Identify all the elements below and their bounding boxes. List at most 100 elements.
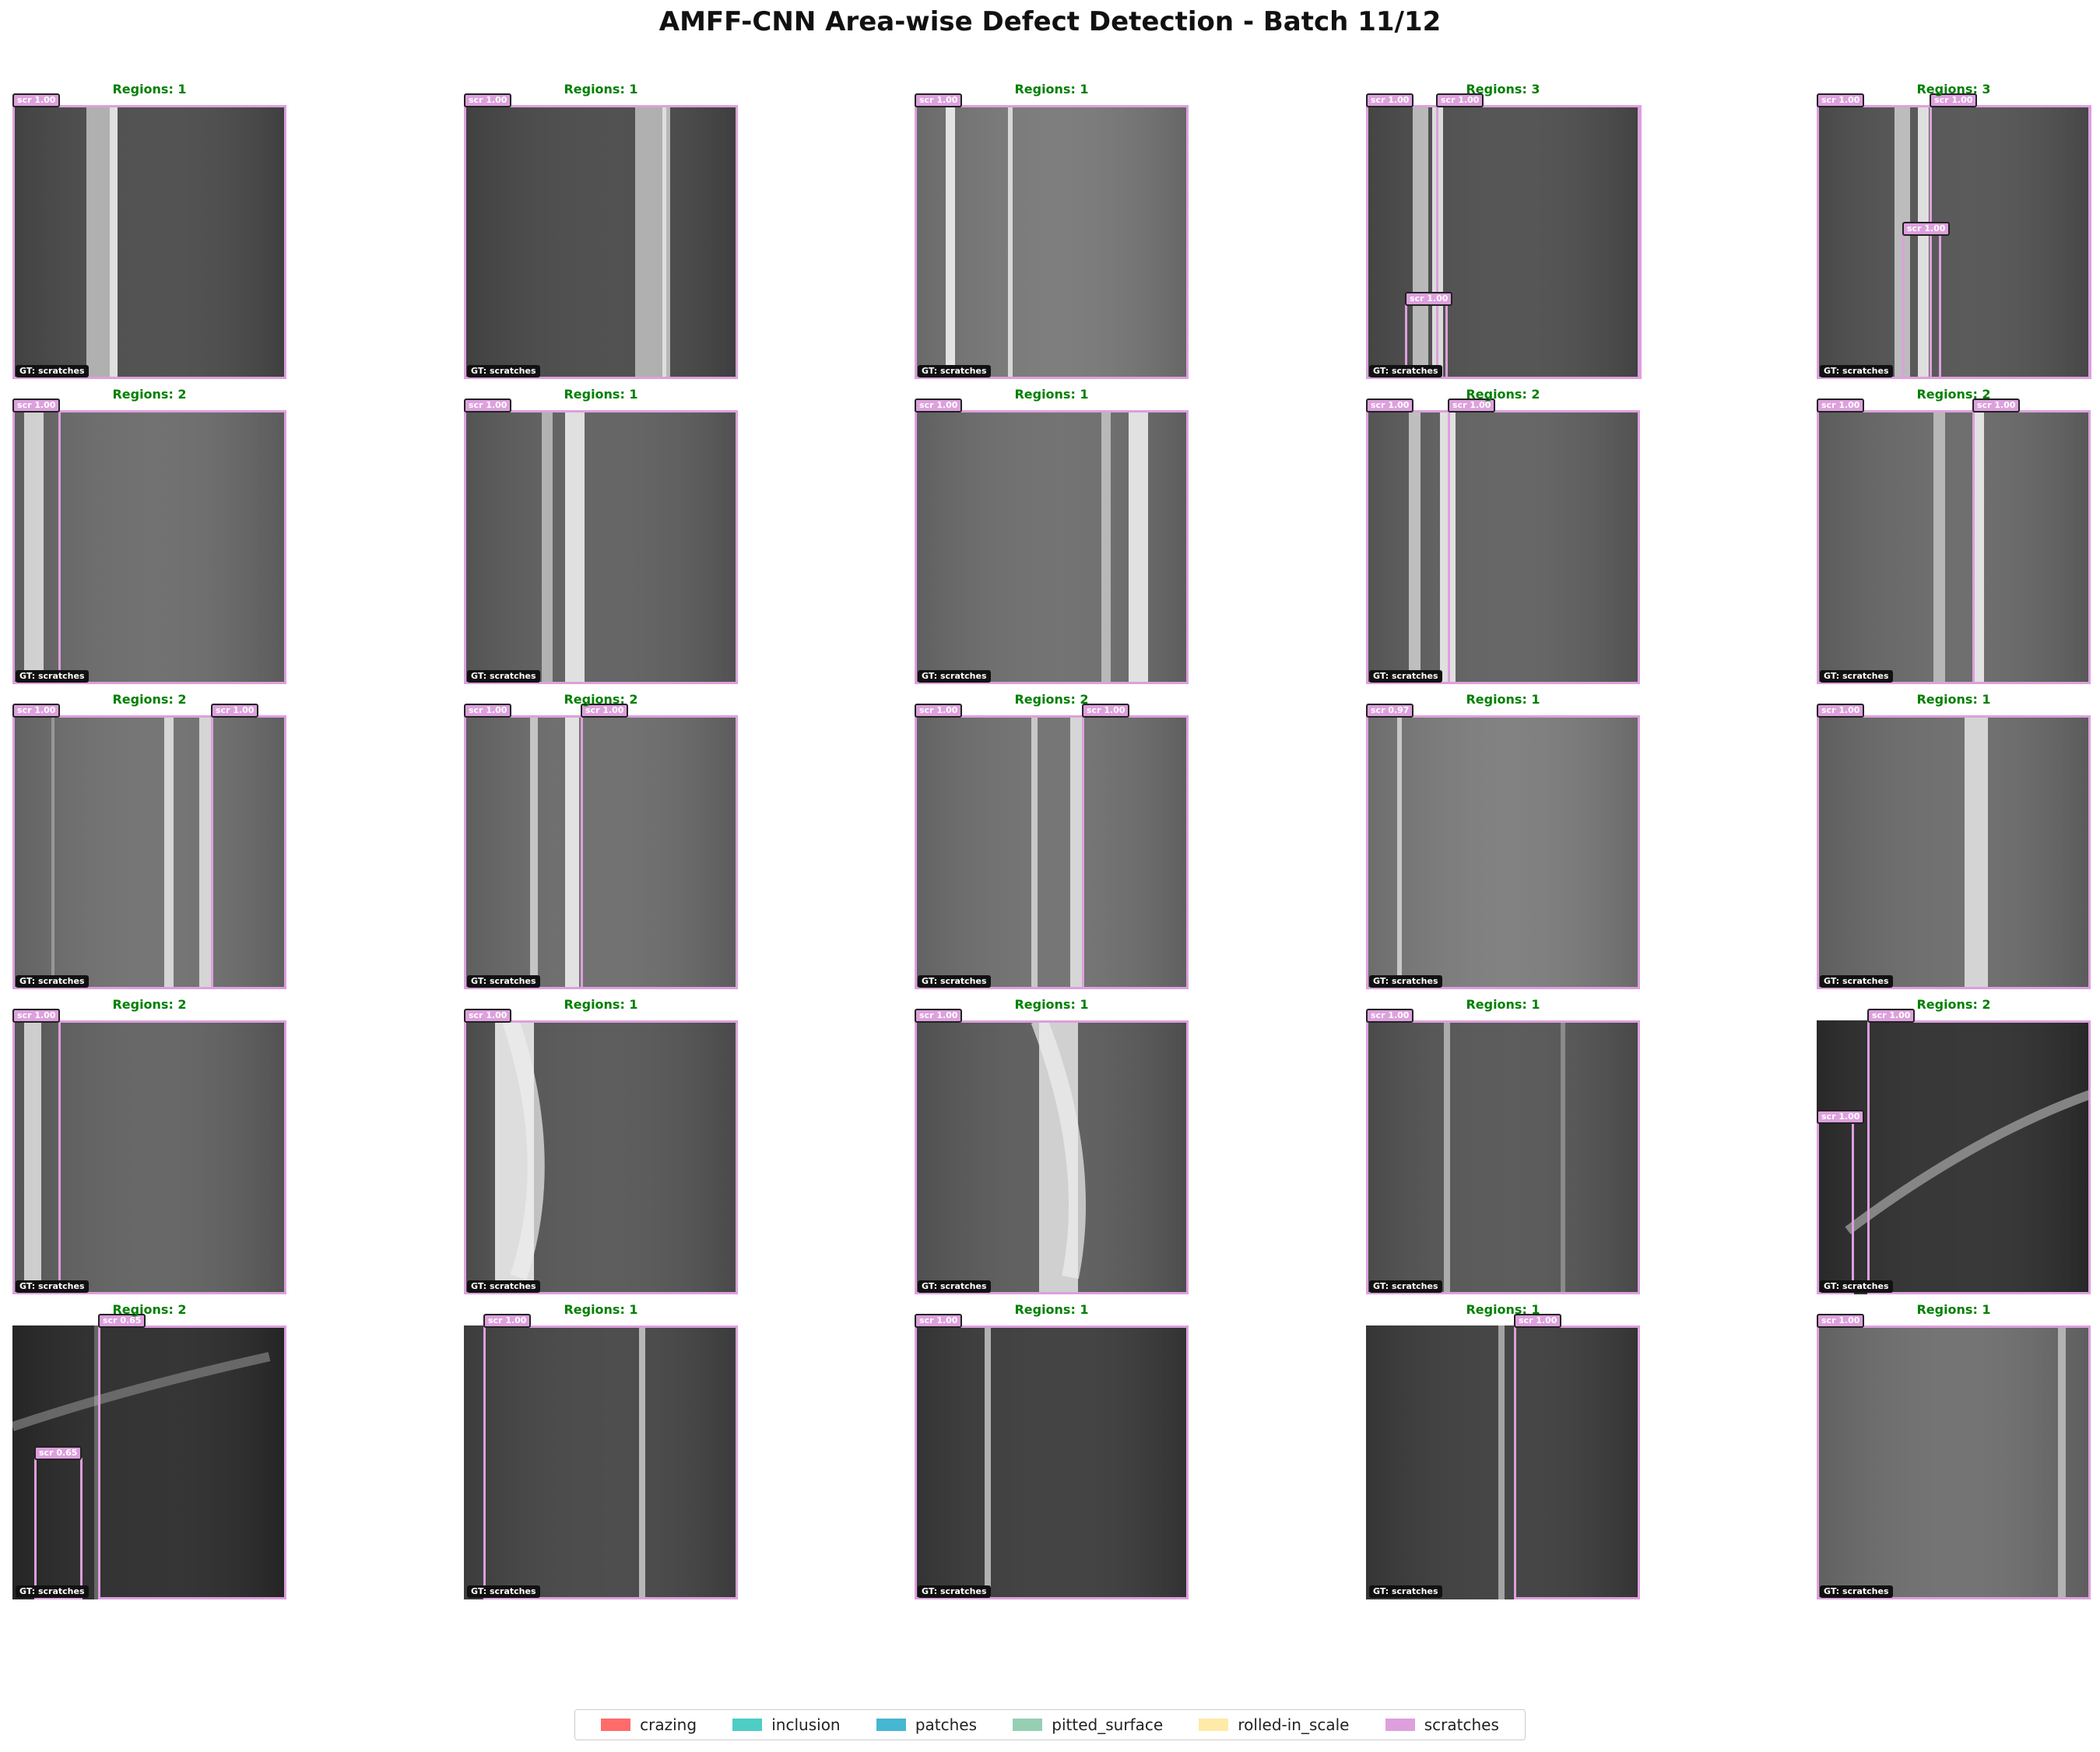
defect-image [1817, 410, 2091, 684]
legend-label: scratches [1424, 1715, 1499, 1734]
detection-label: scr 1.00 [1817, 93, 1865, 107]
ground-truth-label: GT: scratches [1820, 1280, 1893, 1293]
detection-box: scr 0.65 [34, 1446, 83, 1599]
detection-box: scr 1.00 [211, 704, 286, 989]
regions-count: Regions: 2 [1014, 692, 1089, 707]
ground-truth-label: GT: scratches [918, 975, 991, 988]
detection-label: scr 1.00 [1436, 93, 1484, 107]
detection-label: scr 1.00 [464, 399, 512, 413]
ground-truth-label: GT: scratches [918, 1280, 991, 1293]
detection-box: scr 0.97 [1366, 704, 1640, 989]
defect-image [464, 410, 738, 684]
defect-image [915, 410, 1189, 684]
legend-label: rolled-in_scale [1238, 1715, 1350, 1734]
detection-box: scr 1.00 [464, 1009, 738, 1294]
legend-label: patches [915, 1715, 978, 1734]
ground-truth-label: GT: scratches [16, 1280, 89, 1293]
detection-label: scr 1.00 [915, 704, 963, 718]
ground-truth-label: GT: scratches [1369, 1280, 1442, 1293]
ground-truth-label: GT: scratches [1369, 365, 1442, 377]
regions-count: Regions: 2 [1466, 387, 1540, 402]
detection-box: scr 1.00 [1867, 1009, 2091, 1294]
ground-truth-label: GT: scratches [1820, 1585, 1893, 1598]
legend-label: inclusion [771, 1715, 841, 1734]
image-panel: scr 1.00 Regions: 1 GT: scratches [464, 1302, 738, 1599]
defect-image [12, 715, 286, 989]
detection-box: scr 1.00 [1902, 222, 1951, 379]
detection-label: scr 1.00 [12, 93, 61, 107]
defect-image [12, 1325, 286, 1599]
regions-count: Regions: 2 [112, 997, 187, 1012]
detection-label: scr 1.00 [1514, 1314, 1562, 1328]
image-panel: scr 1.00 Regions: 1 GT: scratches [1366, 1302, 1640, 1599]
regions-count: Regions: 2 [1916, 997, 1991, 1012]
defect-image [464, 715, 738, 989]
detection-box: scr 1.00 [915, 1009, 1189, 1294]
detection-box: scr 0.65 [98, 1314, 286, 1599]
image-panel: scr 1.00 Regions: 1 GT: scratches [1817, 692, 2091, 989]
detection-label: scr 1.00 [1366, 1009, 1414, 1023]
ground-truth-label: GT: scratches [1820, 365, 1893, 377]
detection-label: scr 1.00 [464, 704, 512, 718]
regions-count: Regions: 1 [564, 82, 638, 97]
detection-box: scr 1.00 [1436, 93, 1642, 379]
legend-item: crazing [601, 1715, 697, 1734]
regions-count: Regions: 1 [1916, 692, 1991, 707]
detection-box: scr 1.00 [1082, 704, 1189, 989]
ground-truth-label: GT: scratches [1369, 670, 1442, 683]
defect-image [1366, 105, 1640, 379]
legend-label: crazing [640, 1715, 697, 1734]
legend-item: pitted_surface [1013, 1715, 1163, 1734]
image-panel: scr 1.00 Regions: 1 GT: scratches [1817, 1302, 2091, 1599]
image-panel: scr 1.00 Regions: 1 GT: scratches [1366, 997, 1640, 1294]
detection-label: scr 1.00 [1366, 93, 1414, 107]
detection-label: scr 1.00 [1867, 1009, 1916, 1023]
detection-box: scr 1.00 [1817, 704, 2091, 989]
ground-truth-label: GT: scratches [1820, 975, 1893, 988]
legend: crazing inclusion patches pitted_surface rol… [574, 1709, 1526, 1740]
detection-label: scr 1.00 [1448, 399, 1496, 413]
regions-count: Regions: 3 [1466, 82, 1540, 97]
image-panel: scr 0.97 Regions: 1 GT: scratches [1366, 692, 1640, 989]
figure-title: AMFF-CNN Area-wise Defect Detection - Ba… [658, 6, 1442, 37]
defect-image [915, 1325, 1189, 1599]
defect-image [12, 410, 286, 684]
ground-truth-label: GT: scratches [467, 670, 540, 683]
legend-swatch [601, 1719, 631, 1731]
regions-count: Regions: 2 [1916, 387, 1991, 402]
detection-label: scr 1.00 [1930, 93, 1978, 107]
ground-truth-label: GT: scratches [467, 975, 540, 988]
regions-count: Regions: 3 [1916, 82, 1991, 97]
defect-image [12, 105, 286, 379]
detection-label: scr 1.00 [581, 704, 629, 718]
detection-box: scr 1.00 [915, 399, 1189, 684]
legend-item: rolled-in_scale [1199, 1715, 1350, 1734]
regions-count: Regions: 1 [1916, 1302, 1991, 1317]
detection-label: scr 1.00 [464, 1009, 512, 1023]
ground-truth-label: GT: scratches [1369, 975, 1442, 988]
detection-box: scr 1.00 [1514, 1314, 1640, 1599]
image-panel: scr 1.00 Regions: 1 GT: scratches [915, 82, 1189, 379]
image-panel: scr 1.00 Regions: 1 GT: scratches [915, 1302, 1189, 1599]
regions-count: Regions: 1 [564, 997, 638, 1012]
detection-box: scr 1.00 [1366, 1009, 1640, 1294]
detection-label: scr 1.00 [1972, 399, 2021, 413]
detection-label: scr 1.00 [1082, 704, 1130, 718]
defect-image [1817, 1020, 2091, 1294]
ground-truth-label: GT: scratches [918, 1585, 991, 1598]
legend-item: scratches [1385, 1715, 1499, 1734]
detection-label: scr 0.65 [98, 1314, 146, 1328]
defect-image [464, 105, 738, 379]
regions-count: Regions: 1 [1014, 82, 1089, 97]
detection-box: scr 1.00 [464, 399, 738, 684]
detection-label: scr 1.00 [1902, 222, 1951, 236]
image-panel: scr 1.00 Regions: 1 GT: scratches [464, 82, 738, 379]
defect-image [1817, 715, 2091, 989]
detection-box: scr 1.00 [1448, 399, 1640, 684]
defect-image [1366, 715, 1640, 989]
defect-image [12, 1020, 286, 1294]
